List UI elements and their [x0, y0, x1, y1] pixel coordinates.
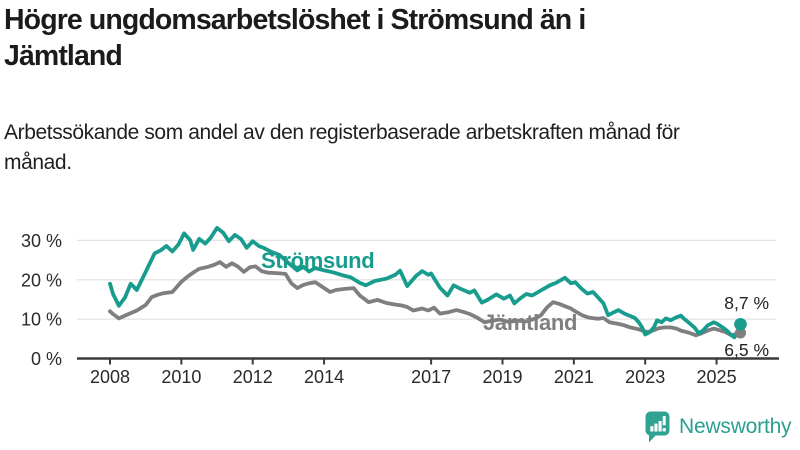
y-tick-label-0: 0 % [31, 349, 62, 369]
logo-exclamation-dot [662, 427, 666, 432]
newsworthy-speech-bubble-icon [645, 411, 670, 443]
y-tick-label-10: 10 % [21, 310, 62, 330]
logo-bar-2 [654, 423, 658, 432]
newsworthy-logo[interactable]: Newsworthy [644, 410, 792, 443]
x-tick-label-2023: 2023 [625, 367, 665, 387]
logo-exclamation-bar [662, 416, 666, 426]
end-dot-jamtland [734, 327, 747, 339]
newsworthy-wordmark: Newsworthy [679, 414, 792, 438]
x-tick-label-2010: 2010 [161, 367, 201, 387]
logo-bar-3 [658, 421, 662, 432]
x-tick-label-2017: 2017 [411, 367, 451, 387]
end-value-label-stromsund: 8,7 % [724, 293, 769, 313]
series-label-jamtland: Jämtland [483, 310, 577, 335]
x-tick-label-2014: 2014 [304, 367, 344, 387]
page-title: Högre ungdomsarbetslöshet i Strömsund än… [4, 4, 586, 72]
y-tick-label-30: 30 % [21, 231, 62, 251]
y-tick-label-20: 20 % [21, 270, 62, 290]
logo-bubble-tail [649, 434, 657, 443]
x-tick-label-2019: 2019 [482, 367, 522, 387]
x-tick-label-2008: 2008 [90, 367, 130, 387]
chart-subtitle: Arbetssökande som andel av den registerb… [4, 121, 680, 174]
series-label-stromsund: Strömsund [261, 248, 374, 273]
chart-header: Högre ungdomsarbetslöshet i Strömsund än… [4, 2, 724, 178]
logo-bar-1 [650, 426, 654, 432]
x-tick-label-2021: 2021 [554, 367, 594, 387]
end-value-label-jamtland: 6,5 % [724, 340, 769, 360]
x-tick-label-2025: 2025 [697, 367, 737, 387]
x-tick-label-2012: 2012 [233, 367, 273, 387]
logo-bubble [645, 411, 670, 436]
end-dot-stromsund [734, 317, 747, 331]
series-line-stromsund [108, 225, 743, 340]
